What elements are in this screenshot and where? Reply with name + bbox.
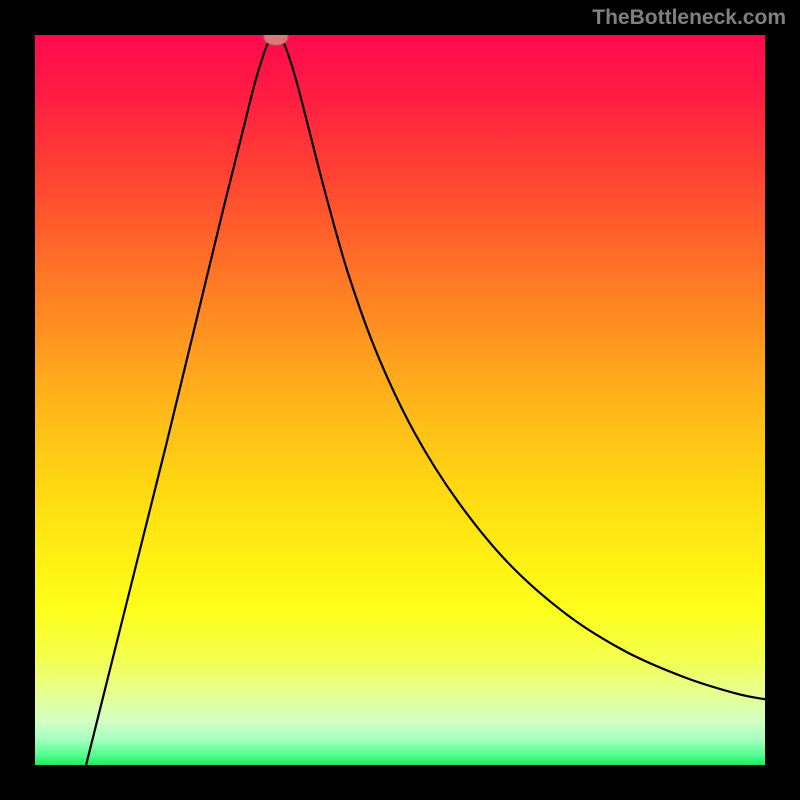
chart-container: TheBottleneck.com xyxy=(0,0,800,800)
watermark-text: TheBottleneck.com xyxy=(592,6,786,30)
chart-svg xyxy=(35,35,765,765)
plot-area xyxy=(35,35,765,765)
gradient-background xyxy=(35,35,765,765)
